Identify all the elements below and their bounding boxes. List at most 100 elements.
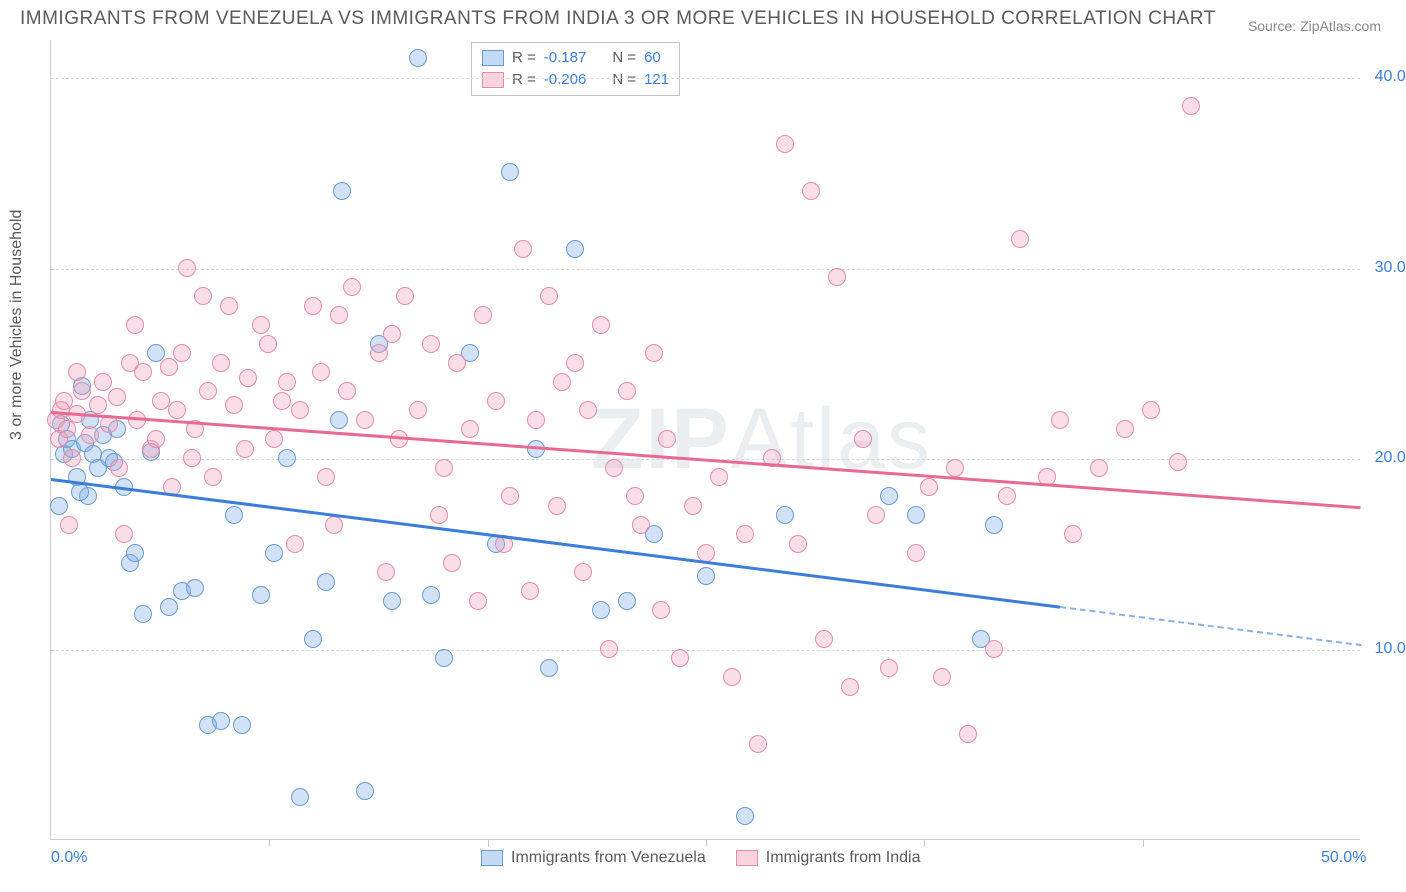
data-point [443,554,461,572]
data-point [959,725,977,743]
y-axis-label: 3 or more Vehicles in Household [8,210,26,440]
data-point [474,306,492,324]
data-point [212,354,230,372]
data-point [697,567,715,585]
data-point [265,544,283,562]
data-point [317,573,335,591]
data-point [736,807,754,825]
data-point [802,182,820,200]
data-point [435,459,453,477]
data-point [907,544,925,562]
data-point [239,369,257,387]
data-point [723,668,741,686]
x-tick [488,839,489,847]
data-point [749,735,767,753]
data-point [521,582,539,600]
data-point [291,401,309,419]
data-point [1090,459,1108,477]
x-tick-label: 50.0% [1321,849,1366,867]
data-point [548,497,566,515]
data-point [343,278,361,296]
data-point [574,563,592,581]
data-point [356,782,374,800]
data-point [933,668,951,686]
data-point [330,306,348,324]
data-point [81,426,99,444]
data-point [286,535,304,553]
data-point [828,268,846,286]
data-point [50,497,68,515]
data-point [115,525,133,543]
data-point [233,716,251,734]
data-point [553,373,571,391]
data-point [600,640,618,658]
data-point [1116,420,1134,438]
data-point [540,659,558,677]
data-point [645,344,663,362]
data-point [259,335,277,353]
data-point [333,182,351,200]
x-tick [924,839,925,847]
data-point [430,506,448,524]
data-point [854,430,872,448]
data-point [527,411,545,429]
data-point [998,487,1016,505]
data-point [134,363,152,381]
data-point [383,592,401,610]
data-point [684,497,702,515]
data-point [841,678,859,696]
swatch-blue-icon [481,850,503,866]
gridline [51,78,1360,79]
data-point [592,601,610,619]
data-point [63,449,81,467]
data-point [94,373,112,391]
data-point [330,411,348,429]
data-point [514,240,532,258]
data-point [736,525,754,543]
data-point [396,287,414,305]
data-point [58,420,76,438]
data-point [278,373,296,391]
swatch-blue-icon [482,50,504,66]
data-point [501,163,519,181]
data-point [338,382,356,400]
y-tick-label: 10.0% [1375,640,1406,658]
data-point [867,506,885,524]
data-point [183,449,201,467]
data-point [60,516,78,534]
data-point [815,630,833,648]
data-point [605,459,623,477]
data-point [356,411,374,429]
data-point [194,287,212,305]
source-label: Source: ZipAtlas.com [1248,18,1381,34]
data-point [652,601,670,619]
trend-line [51,411,1361,509]
x-tick [1143,839,1144,847]
data-point [312,363,330,381]
data-point [304,630,322,648]
data-point [273,392,291,410]
data-point [199,382,217,400]
data-point [265,430,283,448]
gridline [51,650,1360,651]
data-point [212,712,230,730]
data-point [304,297,322,315]
legend-row-venezuela: R = -0.187 N = 60 [482,47,669,69]
data-point [178,259,196,277]
data-point [985,640,1003,658]
data-point [566,240,584,258]
x-tick [269,839,270,847]
data-point [789,535,807,553]
y-tick-label: 20.0% [1375,449,1406,467]
data-point [73,382,91,400]
data-point [409,49,427,67]
data-point [134,605,152,623]
data-point [540,287,558,305]
watermark: ZIPAtlas [591,390,932,489]
y-tick-label: 40.0% [1375,68,1406,86]
data-point [186,579,204,597]
swatch-pink-icon [736,850,758,866]
legend-row-india: R = -0.206 N = 121 [482,69,669,91]
legend-stats: R = -0.187 N = 60 R = -0.206 N = 121 [471,42,680,96]
data-point [325,516,343,534]
